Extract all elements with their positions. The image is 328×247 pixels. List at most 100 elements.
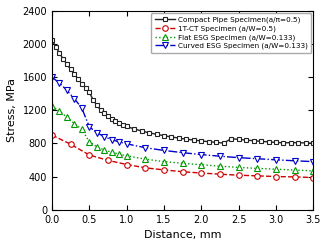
X-axis label: Distance, mm: Distance, mm [144,230,221,240]
Compact Pipe Specimen(a/π=0.5) [87,91,91,94]
Compact Pipe Specimen(a/π=0.5) [237,138,241,141]
Flat ESG Specimen (a/W=0.133) [102,148,106,151]
Curved ESG Specimen (a/W=0.133) [125,142,129,145]
1T-CT Specimen (a/W=0.5) [50,134,54,137]
Flat ESG Specimen (a/W=0.133) [311,169,315,172]
Compact Pipe Specimen(a/π=0.5) [281,142,285,144]
Curved ESG Specimen (a/W=0.133) [237,156,241,159]
Curved ESG Specimen (a/W=0.133) [65,89,69,92]
Compact Pipe Specimen(a/π=0.5) [214,141,218,144]
1T-CT Specimen (a/W=0.5) [87,154,91,157]
Flat ESG Specimen (a/W=0.133) [274,168,278,171]
Curved ESG Specimen (a/W=0.133) [72,97,76,100]
1T-CT Specimen (a/W=0.5) [274,175,278,178]
Line: 1T-CT Specimen (a/W=0.5): 1T-CT Specimen (a/W=0.5) [49,132,316,180]
1T-CT Specimen (a/W=0.5) [199,172,203,175]
Flat ESG Specimen (a/W=0.133) [87,140,91,143]
Curved ESG Specimen (a/W=0.133) [311,160,315,163]
1T-CT Specimen (a/W=0.5) [143,166,147,169]
Curved ESG Specimen (a/W=0.133) [87,125,91,128]
Flat ESG Specimen (a/W=0.133) [125,154,129,157]
Compact Pipe Specimen(a/π=0.5) [170,135,174,138]
Compact Pipe Specimen(a/π=0.5) [69,68,72,71]
Compact Pipe Specimen(a/π=0.5) [65,63,69,66]
Compact Pipe Specimen(a/π=0.5) [57,52,61,55]
Flat ESG Specimen (a/W=0.133) [72,122,76,125]
Flat ESG Specimen (a/W=0.133) [57,110,61,113]
Compact Pipe Specimen(a/π=0.5) [199,140,203,143]
Compact Pipe Specimen(a/π=0.5) [147,131,151,134]
Flat ESG Specimen (a/W=0.133) [65,116,69,119]
Compact Pipe Specimen(a/π=0.5) [76,78,80,81]
Flat ESG Specimen (a/W=0.133) [162,160,166,163]
Compact Pipe Specimen(a/π=0.5) [297,141,300,144]
Compact Pipe Specimen(a/π=0.5) [102,112,106,115]
Compact Pipe Specimen(a/π=0.5) [117,121,121,124]
Compact Pipe Specimen(a/π=0.5) [140,129,144,132]
Compact Pipe Specimen(a/π=0.5) [72,73,76,76]
Compact Pipe Specimen(a/π=0.5) [132,127,136,130]
Compact Pipe Specimen(a/π=0.5) [113,119,117,122]
Flat ESG Specimen (a/W=0.133) [218,165,222,168]
1T-CT Specimen (a/W=0.5) [162,168,166,171]
Compact Pipe Specimen(a/π=0.5) [54,45,58,48]
Curved ESG Specimen (a/W=0.133) [293,159,297,162]
Compact Pipe Specimen(a/π=0.5) [162,134,166,137]
Flat ESG Specimen (a/W=0.133) [256,167,259,170]
Curved ESG Specimen (a/W=0.133) [218,155,222,158]
Compact Pipe Specimen(a/π=0.5) [98,108,102,111]
Line: Compact Pipe Specimen(a/π=0.5): Compact Pipe Specimen(a/π=0.5) [50,38,316,146]
Curved ESG Specimen (a/W=0.133) [256,157,259,160]
Line: Curved ESG Specimen (a/W=0.133): Curved ESG Specimen (a/W=0.133) [49,74,316,165]
Compact Pipe Specimen(a/π=0.5) [177,137,181,140]
1T-CT Specimen (a/W=0.5) [237,174,241,177]
Compact Pipe Specimen(a/π=0.5) [311,142,315,145]
Compact Pipe Specimen(a/π=0.5) [80,82,84,85]
Compact Pipe Specimen(a/π=0.5) [252,139,256,142]
Compact Pipe Specimen(a/π=0.5) [154,133,158,136]
Compact Pipe Specimen(a/π=0.5) [229,137,233,140]
Compact Pipe Specimen(a/π=0.5) [125,125,129,128]
Curved ESG Specimen (a/W=0.133) [274,158,278,161]
Compact Pipe Specimen(a/π=0.5) [259,140,263,143]
Compact Pipe Specimen(a/π=0.5) [95,104,99,107]
Compact Pipe Specimen(a/π=0.5) [207,140,211,143]
1T-CT Specimen (a/W=0.5) [293,175,297,178]
Compact Pipe Specimen(a/π=0.5) [274,141,278,144]
1T-CT Specimen (a/W=0.5) [256,174,259,177]
Curved ESG Specimen (a/W=0.133) [117,141,121,144]
Compact Pipe Specimen(a/π=0.5) [106,115,110,118]
1T-CT Specimen (a/W=0.5) [218,173,222,176]
Curved ESG Specimen (a/W=0.133) [143,146,147,149]
1T-CT Specimen (a/W=0.5) [106,159,110,162]
Compact Pipe Specimen(a/π=0.5) [267,141,271,144]
Compact Pipe Specimen(a/π=0.5) [244,139,248,142]
Line: Flat ESG Specimen (a/W=0.133): Flat ESG Specimen (a/W=0.133) [49,103,316,174]
Curved ESG Specimen (a/W=0.133) [50,76,54,79]
Flat ESG Specimen (a/W=0.133) [50,105,54,108]
1T-CT Specimen (a/W=0.5) [311,176,315,179]
Compact Pipe Specimen(a/π=0.5) [84,87,88,90]
Compact Pipe Specimen(a/π=0.5) [192,139,196,142]
1T-CT Specimen (a/W=0.5) [125,163,129,166]
Curved ESG Specimen (a/W=0.133) [199,153,203,156]
Flat ESG Specimen (a/W=0.133) [143,158,147,161]
Curved ESG Specimen (a/W=0.133) [181,151,185,154]
Compact Pipe Specimen(a/π=0.5) [61,58,65,61]
Flat ESG Specimen (a/W=0.133) [181,162,185,165]
Compact Pipe Specimen(a/π=0.5) [121,123,125,126]
1T-CT Specimen (a/W=0.5) [69,143,72,146]
Compact Pipe Specimen(a/π=0.5) [184,138,188,141]
Flat ESG Specimen (a/W=0.133) [117,153,121,156]
Curved ESG Specimen (a/W=0.133) [57,82,61,84]
Flat ESG Specimen (a/W=0.133) [95,145,99,148]
Compact Pipe Specimen(a/π=0.5) [289,141,293,144]
Compact Pipe Specimen(a/π=0.5) [50,39,54,41]
1T-CT Specimen (a/W=0.5) [181,170,185,173]
Compact Pipe Specimen(a/π=0.5) [91,98,95,101]
Compact Pipe Specimen(a/π=0.5) [110,117,114,120]
Curved ESG Specimen (a/W=0.133) [95,131,99,134]
Compact Pipe Specimen(a/π=0.5) [304,142,308,144]
Curved ESG Specimen (a/W=0.133) [102,135,106,138]
Flat ESG Specimen (a/W=0.133) [293,169,297,172]
